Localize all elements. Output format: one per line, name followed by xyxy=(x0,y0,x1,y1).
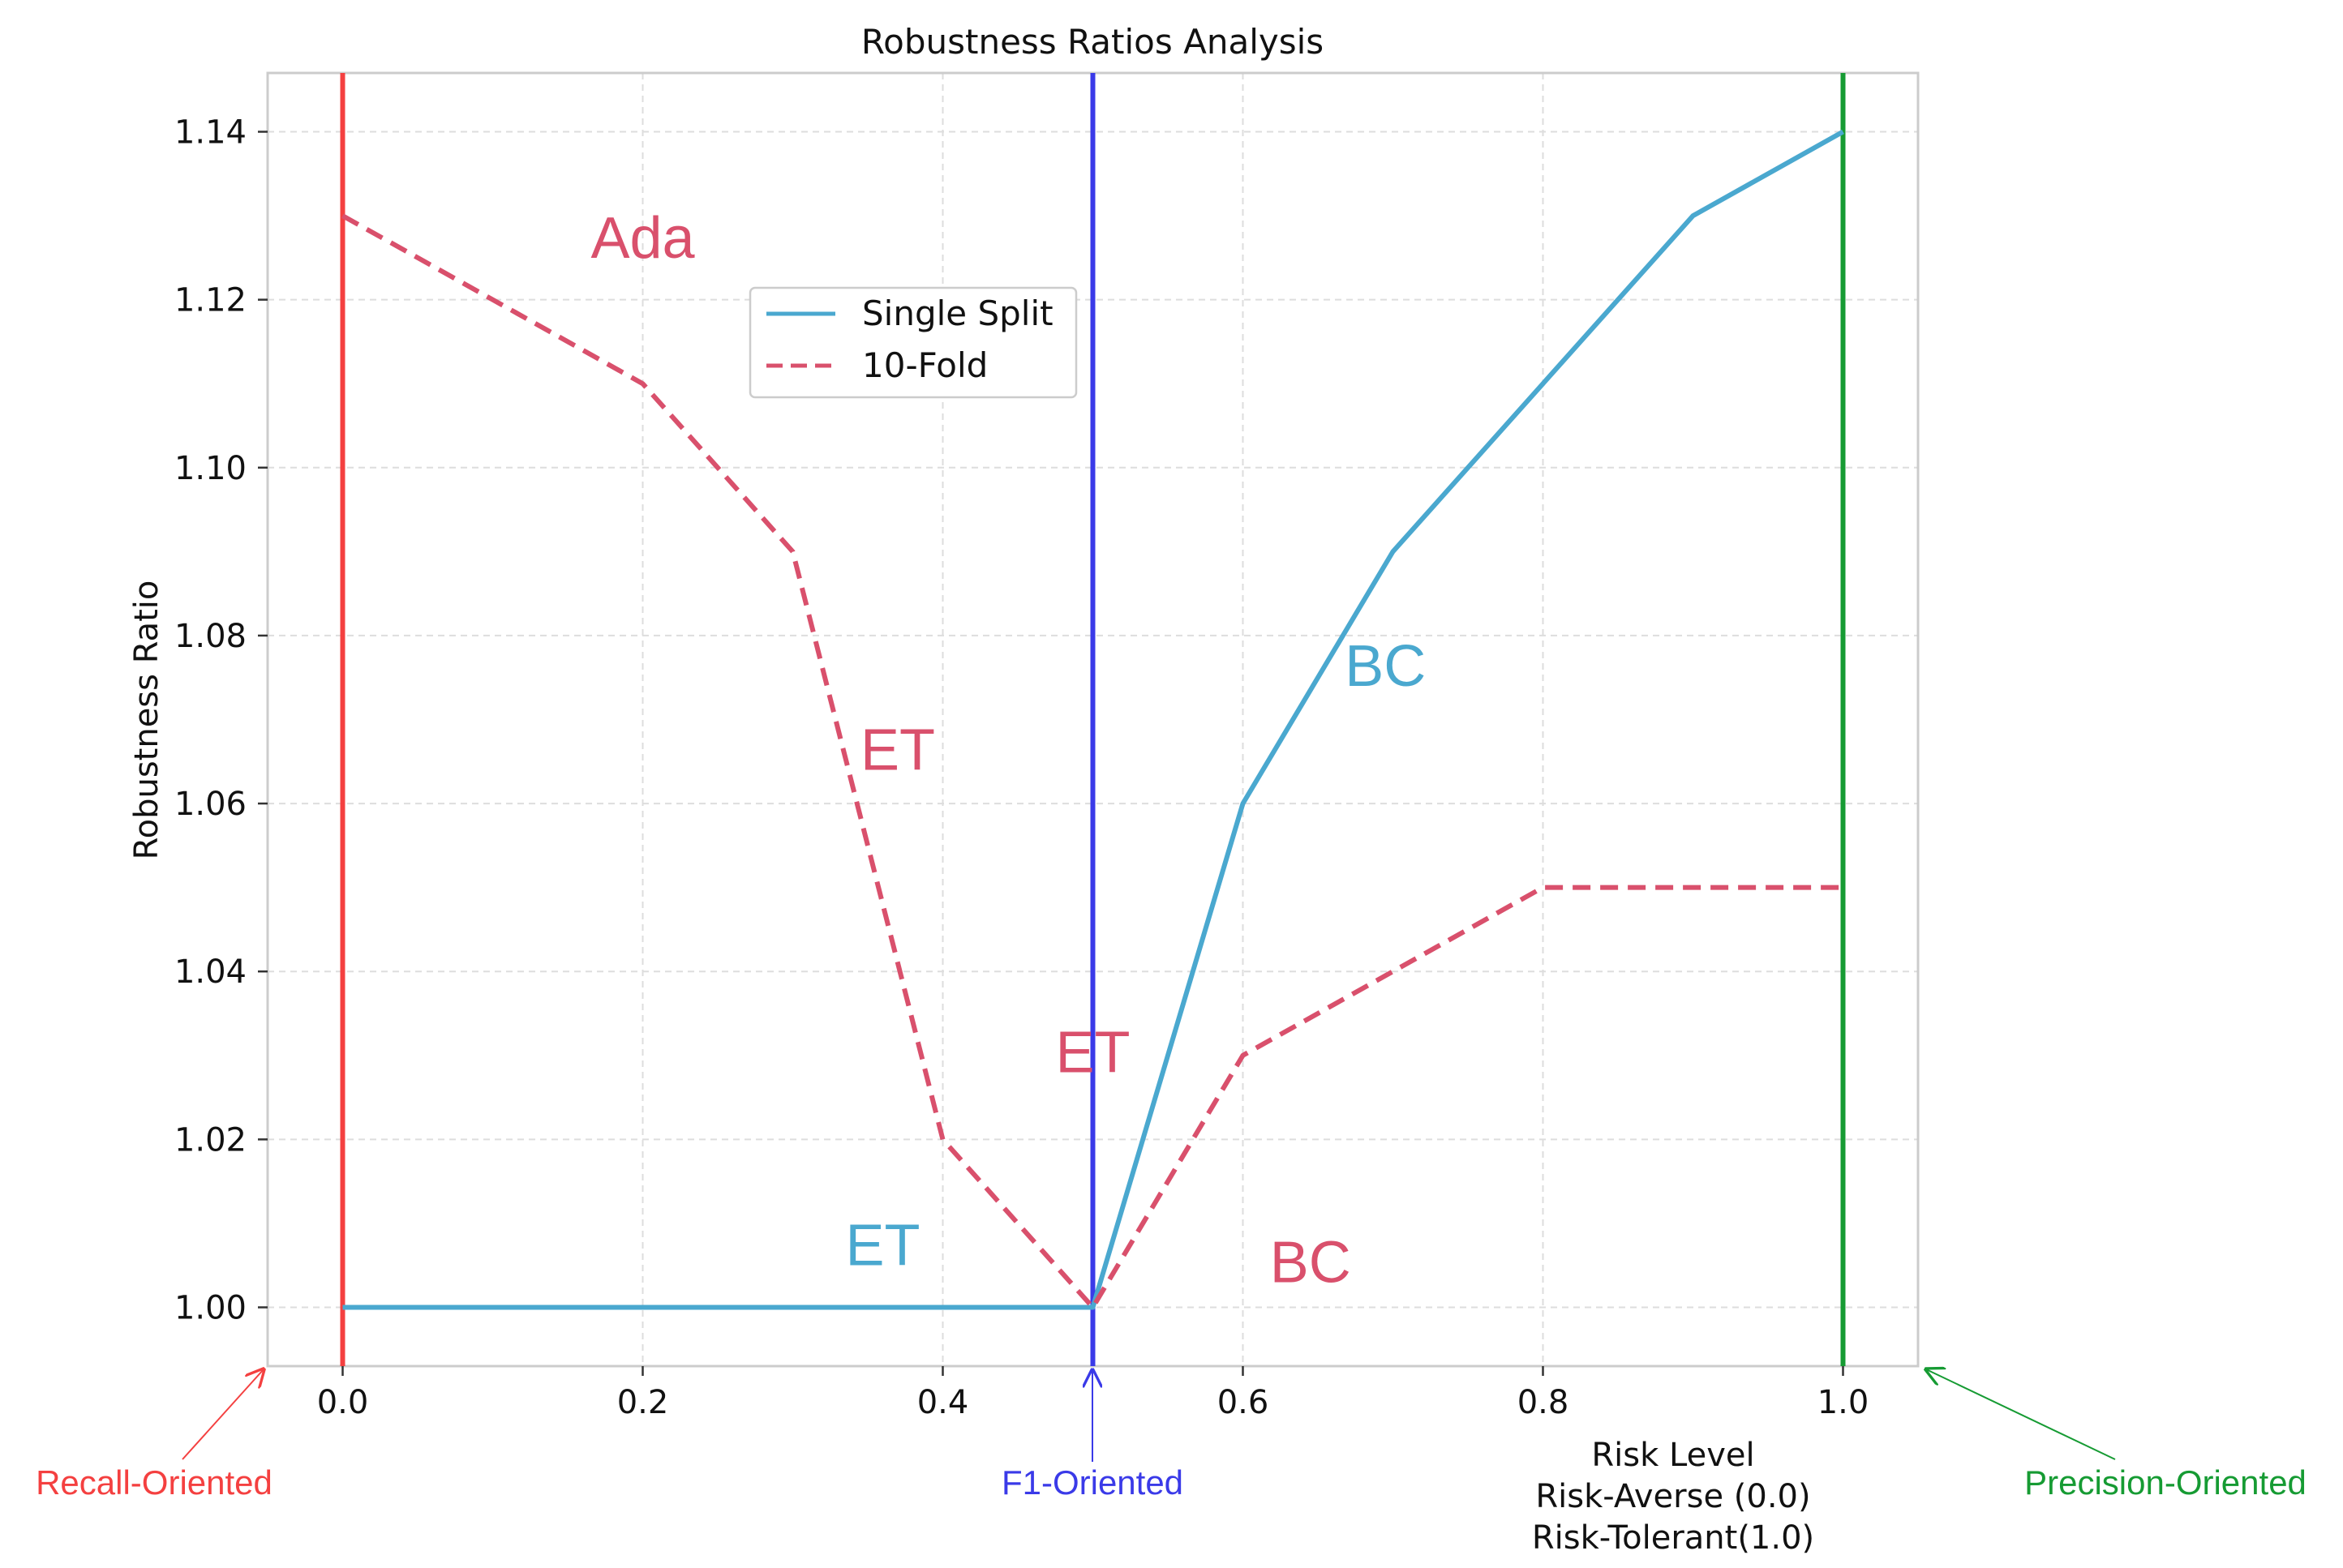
y-axis-label: Robustness Ratio xyxy=(128,581,165,860)
y-tick-label-0: 1.00 xyxy=(174,1290,247,1327)
series-1-point-9 xyxy=(1691,885,1696,890)
annotations: Ada ET ET ET BC BC xyxy=(590,206,1426,1296)
x-tick-label-0: 0.0 xyxy=(317,1384,369,1421)
annotation-5: BC xyxy=(1270,1230,1351,1295)
series-0-point-4 xyxy=(941,1305,946,1310)
annotation-1: ET xyxy=(860,718,935,783)
x-axis-label-line-1: Risk Level xyxy=(1591,1437,1754,1474)
x-tick-label-4: 0.8 xyxy=(1517,1384,1569,1421)
legend: Single Split 10-Fold xyxy=(749,286,1078,399)
series-1-point-6 xyxy=(1241,1053,1246,1058)
series-1-point-3 xyxy=(791,549,796,554)
series-0-point-8 xyxy=(1541,381,1546,386)
legend-label-single-split: Single Split xyxy=(862,293,1053,333)
precision-oriented-label: Precision-Oriented xyxy=(2024,1463,2307,1502)
series-0-point-9 xyxy=(1691,213,1696,218)
annotation-3: ET xyxy=(845,1214,920,1279)
y-tick-label-3: 1.06 xyxy=(174,786,247,823)
series-line-1 xyxy=(341,213,1843,1310)
axis-ticks: 0.0 0.2 0.4 0.6 0.8 1.0 1.00 1.02 1.04 1.06 1.08 1.… xyxy=(174,114,1869,1422)
reference-lines xyxy=(340,73,1846,1366)
recall-arrow xyxy=(182,1369,264,1460)
annotation-4: BC xyxy=(1345,634,1426,699)
chart-title: Robustness Ratios Analysis xyxy=(861,22,1324,62)
orientation-labels: Recall-Oriented F1-Oriented Precision-Or… xyxy=(36,1369,2307,1502)
series-0-point-2 xyxy=(641,1305,646,1310)
series-line-0 xyxy=(342,129,1844,1310)
grid xyxy=(268,73,1918,1366)
series-1-point-5 xyxy=(1091,1305,1096,1310)
series-0-point-0 xyxy=(341,1305,345,1310)
x-axis-label-line-3: Risk-Tolerant(1.0) xyxy=(1532,1519,1814,1557)
x-axis-label: Risk Level Risk-Averse (0.0) Risk-Tolera… xyxy=(1532,1437,1814,1557)
series-1-point-4 xyxy=(941,1137,946,1142)
series-1-point-10 xyxy=(1841,885,1846,890)
f1-oriented-label: F1-Oriented xyxy=(1002,1463,1183,1502)
annotation-0: Ada xyxy=(590,206,695,271)
y-tick-label-4: 1.08 xyxy=(174,618,247,655)
y-tick-label-7: 1.14 xyxy=(174,114,247,152)
series-0-point-6 xyxy=(1241,801,1246,806)
y-tick-label-6: 1.12 xyxy=(174,282,247,319)
series-0-point-7 xyxy=(1391,549,1396,554)
series-1-point-7 xyxy=(1391,969,1396,974)
legend-label-10-fold: 10-Fold xyxy=(862,345,988,385)
series-1-point-0 xyxy=(341,213,345,218)
y-tick-label-1: 1.02 xyxy=(174,1121,247,1159)
series-1-point-2 xyxy=(641,381,646,386)
y-tick-label-2: 1.04 xyxy=(174,953,247,991)
x-axis-label-line-2: Risk-Averse (0.0) xyxy=(1535,1478,1810,1515)
series-1-point-1 xyxy=(491,298,496,302)
x-tick-label-3: 0.6 xyxy=(1217,1384,1269,1421)
series-0-point-3 xyxy=(791,1305,796,1310)
y-tick-label-5: 1.10 xyxy=(174,450,247,487)
series-0-point-1 xyxy=(491,1305,496,1310)
series xyxy=(341,129,1846,1310)
recall-oriented-label: Recall-Oriented xyxy=(36,1463,272,1502)
series-1-point-8 xyxy=(1541,885,1546,890)
annotation-2: ET xyxy=(1055,1021,1130,1086)
x-tick-label-2: 0.4 xyxy=(917,1384,969,1421)
series-0-point-10 xyxy=(1841,130,1846,135)
precision-arrow xyxy=(1926,1369,2116,1460)
x-tick-label-1: 0.2 xyxy=(617,1384,669,1421)
x-tick-label-5: 1.0 xyxy=(1817,1384,1869,1421)
